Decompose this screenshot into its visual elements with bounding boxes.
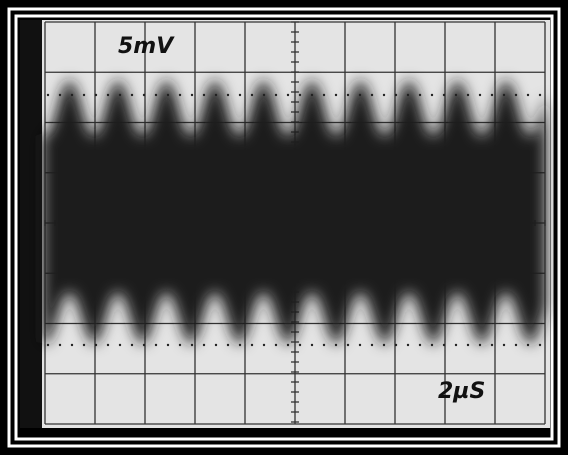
- dot: [70, 343, 74, 347]
- dot: [166, 343, 170, 347]
- frame-outer: [7, 7, 561, 448]
- dot: [394, 343, 398, 347]
- dotted-markers: [46, 93, 542, 347]
- dot: [370, 93, 374, 97]
- dot: [142, 93, 146, 97]
- dot: [406, 343, 410, 347]
- dot: [250, 343, 254, 347]
- dot: [454, 93, 458, 97]
- dot: [466, 93, 470, 97]
- dot: [358, 93, 362, 97]
- dot: [334, 93, 338, 97]
- dot: [94, 343, 98, 347]
- dot: [310, 93, 314, 97]
- dot: [202, 93, 206, 97]
- dot: [154, 343, 158, 347]
- dot: [118, 343, 122, 347]
- dot: [94, 93, 98, 97]
- time-scale-label: 2µS: [438, 379, 485, 404]
- dot: [130, 343, 134, 347]
- dot: [82, 343, 86, 347]
- dot: [526, 93, 530, 97]
- dot: [238, 93, 242, 97]
- dot: [502, 93, 506, 97]
- dot: [442, 93, 446, 97]
- vertical-scale-label: 5mV: [118, 34, 175, 59]
- dot: [466, 343, 470, 347]
- dot: [394, 93, 398, 97]
- dot: [262, 93, 266, 97]
- dot: [166, 93, 170, 97]
- dot: [490, 343, 494, 347]
- dot: [310, 343, 314, 347]
- dot: [190, 93, 194, 97]
- dot: [226, 343, 230, 347]
- dot: [250, 93, 254, 97]
- dot: [298, 93, 302, 97]
- dot: [214, 93, 218, 97]
- dot: [382, 93, 386, 97]
- dot: [334, 343, 338, 347]
- dot: [178, 343, 182, 347]
- dot: [538, 93, 542, 97]
- dot: [442, 343, 446, 347]
- dot: [106, 93, 110, 97]
- dot: [478, 93, 482, 97]
- dot: [430, 343, 434, 347]
- dot: [286, 93, 290, 97]
- dot: [322, 93, 326, 97]
- dot: [406, 93, 410, 97]
- dot: [262, 343, 266, 347]
- dot: [514, 93, 518, 97]
- dot: [502, 343, 506, 347]
- dot: [82, 93, 86, 97]
- dot: [298, 343, 302, 347]
- dot: [274, 93, 278, 97]
- screen-shadow: [20, 20, 42, 428]
- dot: [478, 343, 482, 347]
- dot: [418, 93, 422, 97]
- dot: [538, 343, 542, 347]
- dot: [46, 343, 50, 347]
- dot: [370, 343, 374, 347]
- dot: [490, 93, 494, 97]
- dot: [286, 343, 290, 347]
- dot: [70, 93, 74, 97]
- dot: [154, 93, 158, 97]
- dot: [106, 343, 110, 347]
- dot: [226, 93, 230, 97]
- dot: [130, 93, 134, 97]
- dot: [202, 343, 206, 347]
- dot: [382, 343, 386, 347]
- dot: [346, 343, 350, 347]
- dot: [238, 343, 242, 347]
- dot: [178, 93, 182, 97]
- dot: [214, 343, 218, 347]
- dot: [118, 93, 122, 97]
- dot: [190, 343, 194, 347]
- dot: [46, 93, 50, 97]
- dot: [58, 93, 62, 97]
- dot: [430, 93, 434, 97]
- waveform-band: [42, 80, 546, 344]
- dot: [454, 343, 458, 347]
- dot: [322, 343, 326, 347]
- dot: [526, 343, 530, 347]
- dot: [514, 343, 518, 347]
- dot: [346, 93, 350, 97]
- dot: [58, 343, 62, 347]
- dot: [274, 343, 278, 347]
- dot: [418, 343, 422, 347]
- dot: [142, 343, 146, 347]
- dot: [358, 343, 362, 347]
- frame-inner: [14, 14, 554, 441]
